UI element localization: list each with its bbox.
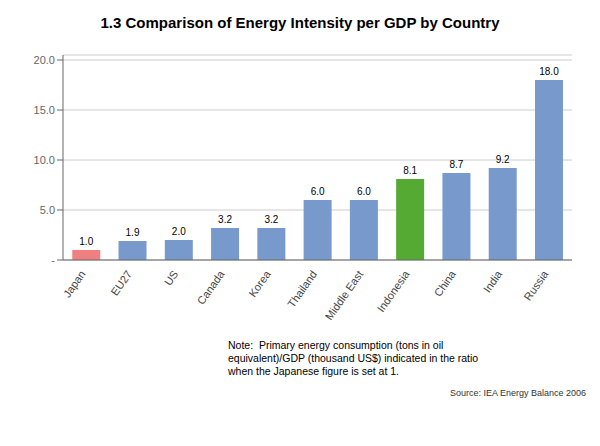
svg-text:China: China (432, 268, 459, 299)
svg-text:18.0: 18.0 (539, 66, 559, 77)
svg-text:6.0: 6.0 (357, 186, 371, 197)
svg-text:Russia: Russia (521, 268, 551, 303)
svg-text:5.0: 5.0 (40, 204, 55, 216)
svg-text:EU27: EU27 (108, 268, 134, 297)
svg-text:8.7: 8.7 (449, 159, 463, 170)
html-text:Source: IEA Energy Balance 200: Source: IEA Energy Balance 2006 (449, 388, 586, 398)
svg-text:2.0: 2.0 (172, 226, 186, 237)
svg-text:3.2: 3.2 (264, 214, 278, 225)
svg-text:-: - (51, 254, 55, 266)
svg-text:Korea: Korea (246, 268, 273, 300)
svg-text:9.2: 9.2 (496, 154, 510, 165)
svg-text:Middle East: Middle East (323, 268, 366, 322)
svg-text:1.9: 1.9 (126, 227, 140, 238)
svg-text:20.0: 20.0 (34, 54, 55, 66)
html-text:1.3 Comparison of Energy Inten: 1.3 Comparison of Energy Intensity per G… (100, 14, 500, 31)
svg-text:6.0: 6.0 (311, 186, 325, 197)
svg-text:3.2: 3.2 (218, 214, 232, 225)
svg-text:15.0: 15.0 (34, 104, 55, 116)
svg-text:Thailand: Thailand (285, 268, 319, 309)
svg-text:Canada: Canada (195, 268, 227, 307)
svg-text:Indonesia: Indonesia (374, 268, 412, 315)
svg-text:1.0: 1.0 (79, 236, 93, 247)
svg-text:India: India (481, 268, 505, 295)
svg-text:10.0: 10.0 (34, 154, 55, 166)
svg-text:Japan: Japan (61, 268, 88, 299)
html-text:Note: Primary energy consumpti: Note: Primary energy consumption (tons i… (228, 339, 479, 377)
svg-text:8.1: 8.1 (403, 165, 417, 176)
svg-text:US: US (162, 268, 181, 287)
